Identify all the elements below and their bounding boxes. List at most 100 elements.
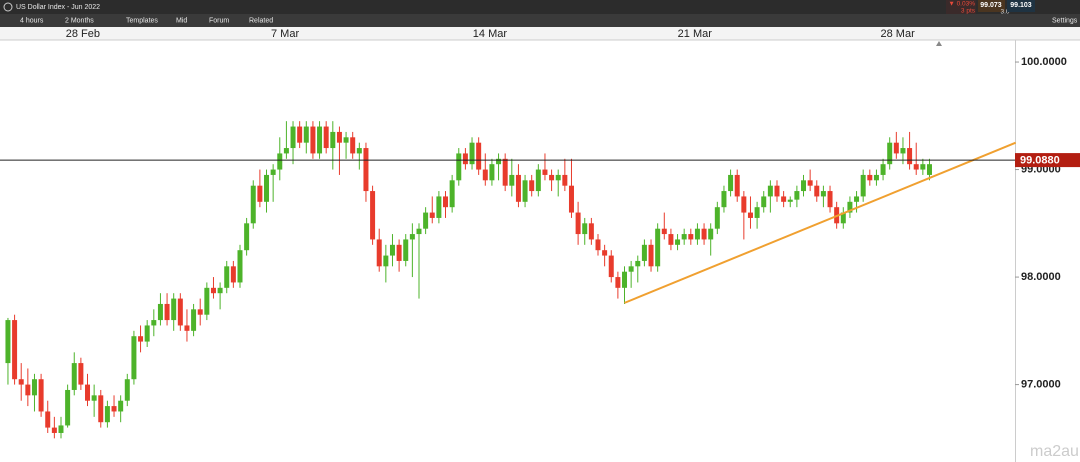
candle-body xyxy=(429,212,435,218)
candle-body xyxy=(51,427,57,433)
candle-body xyxy=(297,126,303,143)
candle-body xyxy=(794,191,800,200)
candle-body xyxy=(681,234,687,240)
scroll-marker[interactable] xyxy=(936,41,942,46)
candle-body xyxy=(668,234,674,245)
candle-body xyxy=(191,309,197,331)
candle-body xyxy=(741,196,747,213)
candle-body xyxy=(893,142,899,154)
candle-body xyxy=(38,379,44,412)
instrument-name[interactable]: US Dollar Index - Jun 2022 xyxy=(16,4,100,11)
candle-body xyxy=(648,244,654,267)
candle-body xyxy=(25,384,31,396)
candle-body xyxy=(416,228,422,235)
candle-body xyxy=(317,126,323,154)
forum-button[interactable]: Forum xyxy=(209,17,229,24)
range-button[interactable]: 2 Months xyxy=(65,17,94,24)
x-tick-label: 14 Mar xyxy=(473,28,508,40)
current-price-label: 99.0880 xyxy=(1020,155,1060,167)
sell-box[interactable] xyxy=(978,0,1005,12)
candle-body xyxy=(595,239,601,251)
candle-body xyxy=(31,379,37,396)
candle-body xyxy=(104,406,110,423)
candle-body xyxy=(58,425,64,433)
candle-body xyxy=(482,169,488,181)
candle-body xyxy=(131,336,137,380)
candle-body xyxy=(701,228,707,240)
candle-body xyxy=(562,174,568,186)
candle-body xyxy=(661,228,667,235)
watermark: ma2au xyxy=(1030,443,1079,460)
spread: 3.0 xyxy=(1000,9,1009,16)
candle-body xyxy=(880,164,886,175)
candle-body xyxy=(926,164,932,175)
candle-body xyxy=(854,196,860,202)
candle-body xyxy=(78,363,84,385)
candle-body xyxy=(469,142,475,165)
candle-body xyxy=(847,201,853,213)
buy-price[interactable]: 99.103 xyxy=(1010,2,1032,9)
candle-body xyxy=(675,239,681,245)
candle-body xyxy=(801,180,807,192)
candle-body xyxy=(171,298,177,321)
candle-body xyxy=(396,244,402,261)
toolbar xyxy=(0,14,1080,27)
candle-body xyxy=(515,174,521,202)
candle-body xyxy=(237,250,243,283)
candle-body xyxy=(423,212,429,229)
candle-body xyxy=(383,255,389,267)
candle-body xyxy=(303,126,309,143)
candle-body xyxy=(608,255,614,278)
candle-body xyxy=(403,239,409,261)
candle-body xyxy=(224,266,230,288)
candle-body xyxy=(164,303,170,321)
interval-button[interactable]: 4 hours xyxy=(20,17,44,24)
candle-body xyxy=(754,207,760,218)
candle-body xyxy=(456,153,462,181)
x-tick-label: 7 Mar xyxy=(271,28,299,40)
candle-body xyxy=(568,185,574,213)
candle-body xyxy=(336,131,342,143)
candle-body xyxy=(907,148,913,165)
candle-body xyxy=(370,191,376,240)
candle-body xyxy=(714,207,720,229)
y-tick-label: 98.0000 xyxy=(1021,271,1061,283)
candle-body xyxy=(277,153,283,170)
candle-body xyxy=(761,196,767,208)
candle-body xyxy=(283,148,289,154)
candle-body xyxy=(840,212,846,224)
mid-button[interactable]: Mid xyxy=(176,17,187,24)
candle-body xyxy=(270,169,276,175)
candle-body xyxy=(350,137,356,154)
candle-body xyxy=(867,174,873,181)
candle-body xyxy=(900,148,906,154)
candle-body xyxy=(920,164,926,170)
sell-price[interactable]: 99.073 xyxy=(980,2,1002,9)
candle-body xyxy=(462,153,468,165)
related-button[interactable]: Related xyxy=(249,17,273,24)
templates-button[interactable]: Templates xyxy=(126,17,158,24)
candle-body xyxy=(628,266,634,272)
candle-body xyxy=(489,164,495,181)
candle-body xyxy=(45,411,51,428)
candle-body xyxy=(409,234,415,240)
candle-body xyxy=(655,228,661,267)
y-tick-label: 97.0000 xyxy=(1021,378,1061,390)
candle-body xyxy=(12,320,18,380)
candle-body xyxy=(767,185,773,197)
settings-button[interactable]: Settings xyxy=(1052,17,1078,24)
candle-body xyxy=(529,180,535,192)
candle-body xyxy=(204,287,210,315)
candle-body xyxy=(860,174,866,197)
candle-body xyxy=(310,126,316,154)
buy-box[interactable] xyxy=(1007,0,1035,12)
current-price-box xyxy=(1015,153,1080,168)
candle-body xyxy=(250,185,256,224)
candle-body xyxy=(542,169,548,175)
candle-body xyxy=(913,164,919,170)
candle-body xyxy=(688,234,694,240)
candle-body xyxy=(582,223,588,235)
candle-body xyxy=(820,191,826,197)
candle-body xyxy=(747,212,753,218)
